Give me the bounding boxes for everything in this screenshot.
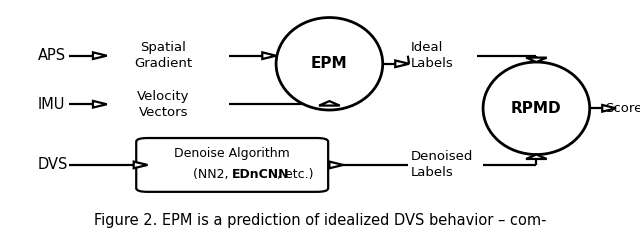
Text: APS: APS (38, 48, 66, 63)
Ellipse shape (483, 62, 589, 154)
Text: RPMD: RPMD (511, 101, 562, 116)
Text: Figure 2. EPM is a prediction of idealized DVS behavior – com-: Figure 2. EPM is a prediction of idealiz… (93, 213, 547, 228)
Polygon shape (526, 58, 547, 62)
Text: Spatial
Gradient: Spatial Gradient (134, 41, 192, 70)
Text: DVS: DVS (38, 157, 68, 173)
Text: EDnCNN: EDnCNN (232, 168, 290, 181)
Text: IMU: IMU (38, 97, 65, 112)
FancyBboxPatch shape (136, 138, 328, 192)
Polygon shape (526, 154, 547, 159)
Text: Denoise Algorithm: Denoise Algorithm (174, 147, 290, 160)
Polygon shape (396, 60, 409, 67)
Polygon shape (262, 52, 276, 59)
Text: Velocity
Vectors: Velocity Vectors (137, 90, 189, 119)
Text: (NN2,: (NN2, (193, 168, 232, 181)
Text: EPM: EPM (311, 56, 348, 71)
Polygon shape (93, 52, 107, 59)
Polygon shape (134, 162, 148, 168)
Text: Denoised
Labels: Denoised Labels (411, 150, 474, 179)
Polygon shape (602, 105, 616, 112)
Ellipse shape (276, 18, 383, 110)
Polygon shape (319, 101, 340, 106)
Text: Ideal
Labels: Ideal Labels (411, 41, 454, 70)
Polygon shape (330, 162, 343, 168)
Polygon shape (93, 101, 107, 108)
Text: Score: Score (605, 102, 640, 115)
Text: , etc.): , etc.) (277, 168, 314, 181)
